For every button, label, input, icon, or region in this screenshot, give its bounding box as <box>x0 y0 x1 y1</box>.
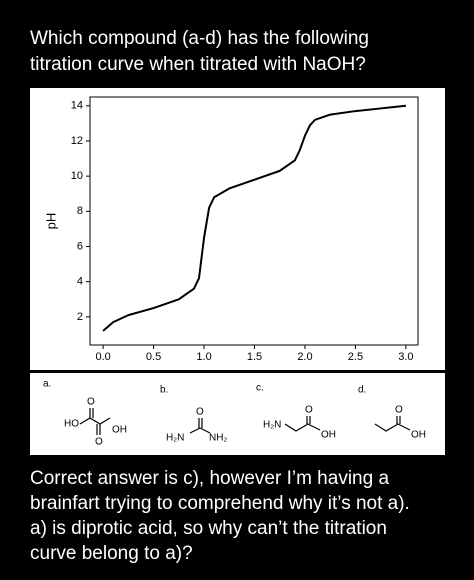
x-tick-label: 2.0 <box>297 351 312 363</box>
y-tick-label: 6 <box>77 240 83 252</box>
structure-c: c. H₂N O OH <box>256 383 336 441</box>
comment-line: curve belong to a)? <box>30 543 193 564</box>
bond <box>284 423 321 432</box>
atom: H₂N <box>166 433 184 444</box>
y-tick-label: 14 <box>71 100 83 112</box>
atom: O <box>87 397 95 408</box>
atom: O <box>95 437 103 448</box>
question-line: Which compound (a-d) has the following <box>30 28 369 49</box>
structures-panel <box>30 373 445 455</box>
comment-line: brainfart trying to comprehend why it’s … <box>30 493 410 514</box>
plot: 2 4 6 8 10 12 14 0.0 0.5 1.0 1.5 2.0 2.5 3.0 <box>71 100 414 363</box>
y-tick-label: 2 <box>77 311 83 323</box>
bond <box>374 423 411 432</box>
option-label: c. <box>256 383 264 394</box>
y-tick-label: 12 <box>71 135 83 147</box>
line <box>102 104 406 332</box>
option-label: a. <box>43 379 51 390</box>
chart-panel <box>30 88 445 370</box>
atom: O <box>196 407 204 418</box>
atom: OH <box>321 430 336 441</box>
y-tick-label: 8 <box>77 205 83 217</box>
structure-a: a. HO O O OH <box>43 379 127 448</box>
atom: OH <box>112 425 127 436</box>
atom: NH₂ <box>209 433 227 444</box>
structure-b: b. O H₂N NH₂ <box>160 385 227 444</box>
comment-line: a) is diprotic acid, so why can’t the ti… <box>30 518 387 539</box>
bond <box>189 427 211 434</box>
atom: H₂N <box>263 420 281 431</box>
plot-frame <box>89 96 419 346</box>
question-line: titration curve when titrated with NaOH? <box>30 54 366 75</box>
atom: O <box>395 405 403 416</box>
x-tick-label: 2.5 <box>348 351 363 363</box>
x-tick-label: 1.0 <box>196 351 211 363</box>
x-tick-label: 0.5 <box>146 351 161 363</box>
atom: HO <box>64 419 79 430</box>
y-tick-label: 10 <box>71 170 83 182</box>
y-axis-label: pH <box>43 213 58 230</box>
option-label: d. <box>358 385 366 396</box>
y-tick-label: 4 <box>77 276 83 288</box>
option-label: b. <box>160 385 168 396</box>
x-tick-label: 1.5 <box>247 351 262 363</box>
x-tick-label: 3.0 <box>398 351 413 363</box>
bond <box>79 417 111 425</box>
atom: OH <box>411 430 426 441</box>
structure-d: d. O OH <box>358 385 426 441</box>
x-tick-label: 0.0 <box>95 351 110 363</box>
atom: O <box>305 405 313 416</box>
comment-line: Correct answer is c), however I’m having… <box>30 468 389 489</box>
